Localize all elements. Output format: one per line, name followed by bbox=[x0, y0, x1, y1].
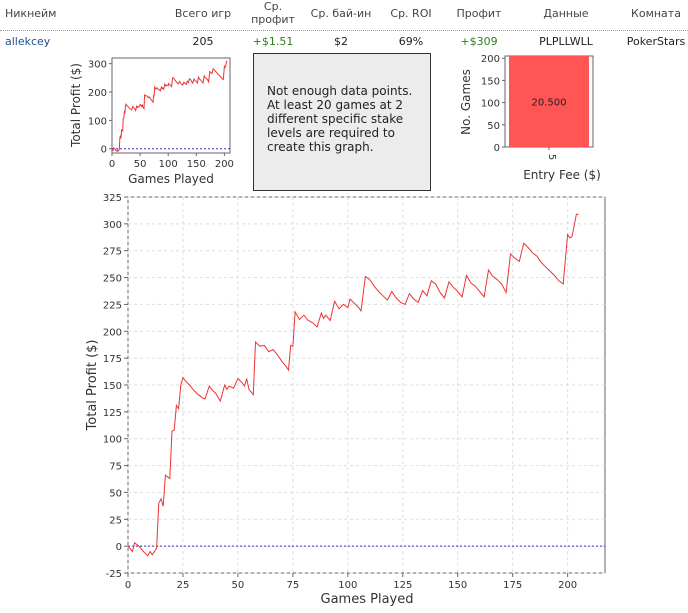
room-value: PokerStars bbox=[626, 35, 686, 48]
roi-value: 69% bbox=[398, 35, 424, 48]
header-avg-buyin[interactable]: Ср. бай-ин bbox=[310, 7, 372, 20]
y-tick-label: 0 bbox=[116, 542, 122, 553]
x-tick-label: 150 bbox=[187, 159, 206, 170]
y-tick-label: 0 bbox=[494, 143, 500, 154]
y-tick-label: 0 bbox=[101, 145, 107, 156]
small-profit-chart: 0 100 200 300 0 50 100 150 200 Games Played Tota… bbox=[69, 57, 234, 186]
y-tick-label: 75 bbox=[109, 462, 122, 473]
y-tick-label: 25 bbox=[109, 515, 122, 526]
recent-results-value: PLPLLWLL bbox=[539, 35, 593, 48]
y-tick-label: 275 bbox=[103, 247, 122, 258]
y-tick-label: 150 bbox=[481, 76, 500, 87]
y-tick-label: 100 bbox=[103, 435, 122, 446]
x-tick-label: 150 bbox=[448, 580, 467, 591]
y-tick-label: 100 bbox=[481, 99, 500, 110]
header-total-games[interactable]: Всего игр bbox=[174, 7, 232, 20]
y-tick-label: 100 bbox=[88, 116, 107, 127]
x-tick-label: 75 bbox=[286, 580, 299, 591]
y-tick-label: 250 bbox=[103, 274, 122, 285]
y-tick-label: 175 bbox=[103, 354, 122, 365]
x-tick-label: 100 bbox=[338, 580, 357, 591]
bar bbox=[509, 56, 589, 147]
header-profit[interactable]: Профит bbox=[456, 7, 502, 20]
x-axis-title: Games Played bbox=[128, 172, 214, 186]
entry-fee-bar-chart: 0 50 100 150 200 5 20.500 Entry Fee ($) No. G… bbox=[459, 54, 601, 182]
header-avg-roi[interactable]: Ср. ROI bbox=[390, 7, 432, 20]
header-room[interactable]: Комната bbox=[631, 7, 681, 20]
x-tick-label: 0 bbox=[109, 159, 115, 170]
avg-profit-value: +$1.51 bbox=[252, 35, 294, 48]
y-axis-title: Total Profit ($) bbox=[69, 63, 83, 148]
plot-area bbox=[111, 57, 231, 154]
header-avg-profit[interactable]: Ср. профит bbox=[251, 0, 295, 26]
y-tick-label: 300 bbox=[88, 60, 107, 71]
y-tick-label: 150 bbox=[103, 381, 122, 392]
table-header: Никнейм Всего игр Ср. профит Ср. бай-ин … bbox=[0, 0, 688, 31]
x-tick-label: 175 bbox=[503, 580, 522, 591]
y-tick-label: 200 bbox=[88, 88, 107, 99]
y-tick-label: 200 bbox=[481, 54, 500, 65]
table-row: allekcey 205 +$1.51 $2 69% +$309 PLPLLWL… bbox=[0, 33, 688, 51]
y-tick-label: 225 bbox=[103, 300, 122, 311]
y-tick-label: -25 bbox=[106, 569, 122, 580]
avg-buyin-value: $2 bbox=[334, 35, 348, 48]
y-tick-label: 125 bbox=[103, 408, 122, 419]
x-tick-label: 100 bbox=[159, 159, 178, 170]
y-tick-label: 300 bbox=[103, 220, 122, 231]
y-tick-label: 200 bbox=[103, 327, 122, 338]
x-axis-title: Entry Fee ($) bbox=[523, 168, 601, 182]
x-tick-label: 0 bbox=[125, 580, 131, 591]
x-tick-label: 50 bbox=[134, 159, 147, 170]
x-tick-label: 50 bbox=[232, 580, 245, 591]
x-axis-title: Games Played bbox=[321, 592, 414, 607]
header-data[interactable]: Данные bbox=[543, 7, 589, 20]
x-tick-label: 125 bbox=[393, 580, 412, 591]
x-tick-label: 200 bbox=[215, 159, 234, 170]
header-nickname[interactable]: Никнейм bbox=[5, 7, 57, 20]
nickname-link[interactable]: allekcey bbox=[5, 35, 51, 48]
bar-data-label: 20.500 bbox=[532, 98, 567, 109]
total-games-value: 205 bbox=[192, 35, 214, 48]
profit-value: +$309 bbox=[460, 35, 498, 48]
x-category-label: 5 bbox=[546, 154, 557, 160]
profit-series-line bbox=[111, 60, 228, 153]
y-tick-label: 50 bbox=[109, 488, 122, 499]
x-tick-label: 25 bbox=[177, 580, 190, 591]
x-tick-label: 200 bbox=[558, 580, 577, 591]
not-enough-data-message: Not enough data points. At least 20 game… bbox=[253, 53, 431, 191]
large-profit-chart: -250255075100125150175200225250275300325… bbox=[85, 193, 606, 607]
profit-series-line bbox=[127, 213, 579, 557]
y-tick-label: 325 bbox=[103, 193, 122, 204]
y-axis-title: Total Profit ($) bbox=[85, 340, 100, 432]
y-axis-title: No. Games bbox=[459, 69, 473, 135]
y-tick-label: 50 bbox=[487, 121, 500, 132]
